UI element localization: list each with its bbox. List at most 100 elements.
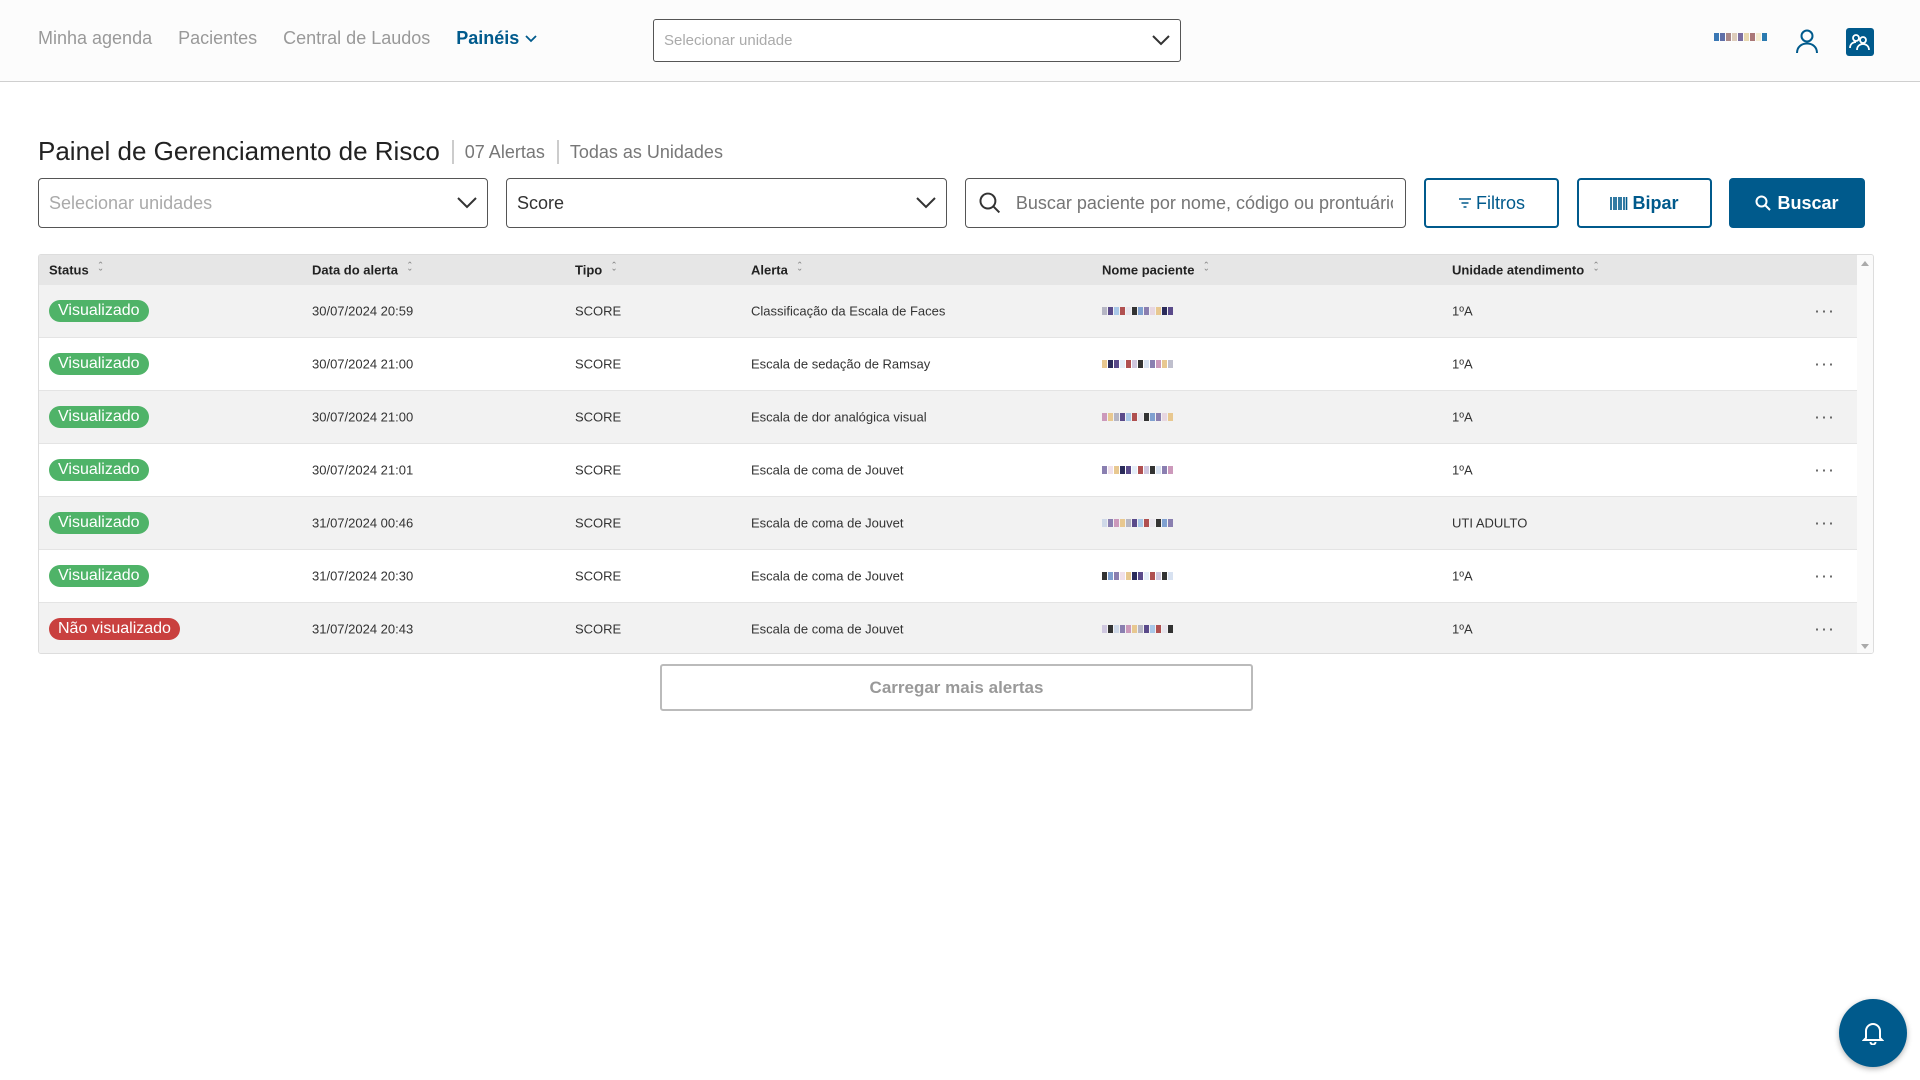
status-badge: Visualizado (49, 300, 149, 322)
column-header-1[interactable]: Data do alerta ˆ ˇ (312, 261, 412, 279)
status-badge: Visualizado (49, 406, 149, 428)
more-horizontal-icon[interactable]: ··· (1814, 459, 1835, 480)
alert-cell: Escala de coma de Jouvet (751, 621, 904, 637)
column-header-3[interactable]: Alerta ˆ ˇ (751, 261, 802, 279)
filters-label: Filtros (1476, 192, 1525, 213)
nav-central-de-laudos[interactable]: Central de Laudos (283, 28, 431, 48)
status-cell: Visualizado (49, 512, 149, 534)
type-select[interactable]: Score (506, 178, 947, 228)
more-horizontal-icon[interactable]: ··· (1814, 406, 1835, 427)
user-name-redacted (1714, 33, 1767, 41)
status-badge: Visualizado (49, 565, 149, 587)
column-header-0[interactable]: Status ˆ ˇ (49, 261, 103, 279)
unit-cell: 1ºA (1452, 356, 1473, 372)
alert-cell: Escala de coma de Jouvet (751, 462, 904, 478)
table-row[interactable]: Visualizado 30/07/2024 20:59 SCORE Classifi… (39, 285, 1873, 338)
more-horizontal-icon[interactable]: ··· (1814, 300, 1835, 321)
date-cell: 31/07/2024 00:46 (312, 515, 414, 531)
table-row[interactable]: Visualizado 31/07/2024 00:46 SCORE Escala d… (39, 497, 1873, 550)
chevron-down-icon (525, 34, 537, 42)
unit-select-placeholder: Selecionar unidade (664, 32, 793, 49)
date-cell: 30/07/2024 21:00 (312, 409, 414, 425)
unit-cell: 1ºA (1452, 462, 1473, 478)
status-cell: Visualizado (49, 565, 149, 587)
units-multiselect[interactable]: Selecionar unidades (38, 178, 488, 228)
date-cell: 31/07/2024 20:43 (312, 621, 414, 637)
patient-name-redacted (1102, 572, 1173, 580)
page-title: Painel de Gerenciamento de Risco (38, 136, 440, 166)
table-scrollbar[interactable] (1857, 255, 1873, 653)
filters-button[interactable]: Filtros (1424, 178, 1559, 228)
buscar-label: Buscar (1777, 192, 1839, 213)
group-icon[interactable] (1846, 28, 1874, 56)
unit-cell: UTI ADULTO (1452, 515, 1528, 531)
type-cell: SCORE (575, 462, 622, 478)
type-cell: SCORE (575, 356, 622, 372)
main-nav: Minha agenda Pacientes Central de Laudos… (38, 28, 537, 49)
alert-cell: Escala de dor analógica visual (751, 409, 927, 425)
alerts-table: Status ˆ ˇ Data do alerta ˆ ˇ Tipo ˆ ˇ Alerta ˆ ˇ No… (38, 254, 1874, 654)
chevron-down-icon (916, 197, 936, 209)
status-badge: Visualizado (49, 459, 149, 481)
status-badge: Não visualizado (49, 618, 180, 640)
more-horizontal-icon[interactable]: ··· (1814, 618, 1835, 639)
more-horizontal-icon[interactable]: ··· (1814, 512, 1835, 533)
table-row[interactable]: Não visualizado 31/07/2024 20:43 SCORE Esca… (39, 603, 1873, 653)
type-value: Score (517, 192, 565, 213)
barcode-icon (1610, 196, 1628, 210)
column-header-4[interactable]: Nome paciente ˆ ˇ (1102, 261, 1208, 279)
unit-cell: 1ºA (1452, 568, 1473, 584)
scroll-down-arrow[interactable] (1861, 644, 1869, 649)
table-row[interactable]: Visualizado 30/07/2024 21:00 SCORE Escala d… (39, 391, 1873, 444)
alert-cell: Classificação da Escala de Faces (751, 303, 946, 319)
table-row[interactable]: Visualizado 31/07/2024 20:30 SCORE Escala d… (39, 550, 1873, 603)
nav-minha-agenda[interactable]: Minha agenda (38, 28, 153, 48)
more-horizontal-icon[interactable]: ··· (1814, 565, 1835, 586)
column-header-2[interactable]: Tipo ˆ ˇ (575, 261, 616, 279)
status-badge: Visualizado (49, 512, 149, 534)
table-body: Visualizado 30/07/2024 20:59 SCORE Classifi… (39, 285, 1873, 653)
date-cell: 30/07/2024 21:01 (312, 462, 414, 478)
patient-search-input[interactable] (1015, 192, 1393, 214)
user-icon[interactable] (1794, 28, 1820, 54)
chevron-down-icon (457, 197, 477, 209)
column-label: Unidade atendimento (1452, 262, 1585, 278)
type-cell: SCORE (575, 303, 622, 319)
nav-pacientes[interactable]: Pacientes (178, 28, 258, 48)
alert-count: 07 Alertas (451, 139, 545, 164)
bell-icon (1862, 1023, 1884, 1045)
patient-search[interactable] (965, 178, 1406, 228)
load-more-button[interactable]: Carregar mais alertas (660, 664, 1253, 711)
column-label: Alerta (751, 262, 788, 278)
notifications-button[interactable] (1839, 999, 1907, 1067)
bipar-label: Bipar (1632, 192, 1679, 213)
date-cell: 30/07/2024 21:00 (312, 356, 414, 372)
buscar-button[interactable]: Buscar (1729, 178, 1865, 228)
patient-name-redacted (1102, 307, 1173, 315)
more-horizontal-icon[interactable]: ··· (1814, 353, 1835, 374)
unit-cell: 1ºA (1452, 303, 1473, 319)
status-cell: Visualizado (49, 406, 149, 428)
date-cell: 30/07/2024 20:59 (312, 303, 414, 319)
patient-name-redacted (1102, 360, 1173, 368)
bipar-button[interactable]: Bipar (1577, 178, 1712, 228)
nav-paineis[interactable]: Painéis (456, 28, 537, 49)
unit-select[interactable]: Selecionar unidade (653, 19, 1181, 62)
top-navbar: Minha agenda Pacientes Central de Laudos… (0, 0, 1920, 82)
table-header: Status ˆ ˇ Data do alerta ˆ ˇ Tipo ˆ ˇ Alerta ˆ ˇ No… (39, 255, 1873, 285)
table-row[interactable]: Visualizado 30/07/2024 21:01 SCORE Escala d… (39, 444, 1873, 497)
table-row[interactable]: Visualizado 30/07/2024 21:00 SCORE Escala d… (39, 338, 1873, 391)
search-icon (1755, 195, 1772, 211)
type-cell: SCORE (575, 568, 622, 584)
column-label: Tipo (575, 262, 603, 278)
column-header-5[interactable]: Unidade atendimento ˆ ˇ (1452, 261, 1598, 279)
patient-name-redacted (1102, 466, 1173, 474)
scroll-up-arrow[interactable] (1861, 261, 1869, 266)
column-label: Data do alerta (312, 262, 398, 278)
